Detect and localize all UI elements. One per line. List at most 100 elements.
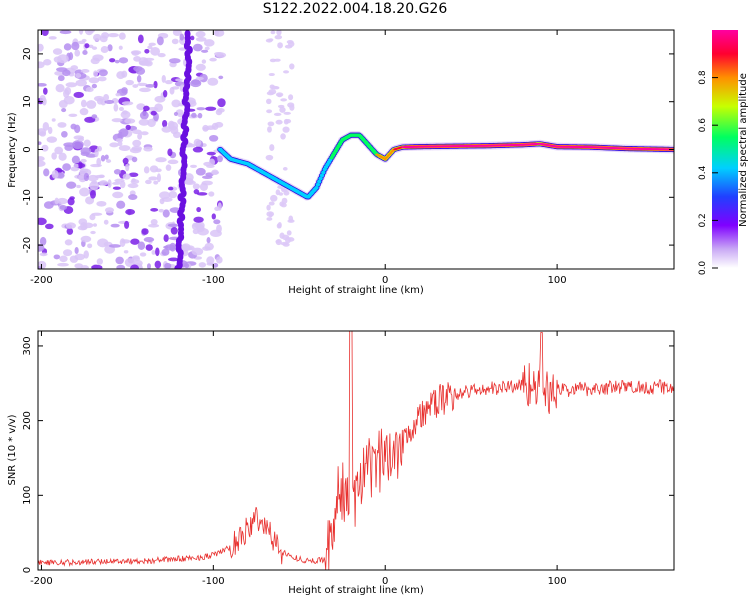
noise-speck bbox=[137, 82, 148, 87]
noise-speck bbox=[118, 57, 129, 64]
noise-speck bbox=[56, 67, 68, 72]
noise-speck bbox=[148, 42, 156, 47]
noise-speck bbox=[135, 67, 146, 75]
noise-speck bbox=[161, 248, 170, 256]
noise-speck bbox=[63, 96, 75, 105]
noise-speck bbox=[90, 163, 102, 168]
noise-speck bbox=[43, 87, 48, 95]
noise-speck bbox=[187, 143, 196, 148]
noise-speck bbox=[280, 133, 286, 140]
noise-speck bbox=[288, 94, 294, 101]
noise-speck bbox=[43, 201, 54, 209]
noise-speck bbox=[266, 204, 271, 211]
noise-speck bbox=[111, 118, 123, 123]
noise-speck bbox=[38, 160, 46, 167]
noise-speck bbox=[84, 43, 90, 49]
noise-speck bbox=[195, 36, 207, 42]
noise-speck bbox=[57, 122, 67, 128]
ridge-mid bbox=[321, 170, 326, 175]
noise-speck bbox=[91, 114, 98, 119]
noise-speck bbox=[218, 75, 224, 80]
noise-speck bbox=[143, 146, 153, 152]
noise-speck bbox=[47, 126, 53, 135]
chart-title: S122.2022.004.18.20.G26 bbox=[262, 1, 448, 17]
noise-speck bbox=[214, 30, 220, 37]
noise-speck bbox=[146, 263, 151, 269]
noise-speck bbox=[207, 77, 219, 86]
noise-speck bbox=[62, 163, 71, 171]
noise-speck bbox=[92, 223, 97, 227]
noise-speck bbox=[196, 224, 205, 233]
noise-speck bbox=[137, 241, 146, 250]
noise-speck bbox=[63, 43, 72, 51]
noise-speck bbox=[118, 106, 124, 111]
noise-speck bbox=[167, 186, 174, 191]
noise-speck bbox=[143, 237, 155, 243]
noise-speck bbox=[78, 30, 84, 35]
noise-speck bbox=[53, 254, 61, 260]
noise-speck bbox=[90, 230, 96, 235]
noise-speck bbox=[46, 136, 58, 143]
noise-speck bbox=[137, 132, 143, 140]
noise-speck bbox=[54, 146, 64, 155]
noise-speck bbox=[87, 243, 93, 249]
spectrogram-xtick-label: 0 bbox=[382, 275, 388, 286]
noise-speck bbox=[97, 76, 107, 82]
noise-speck bbox=[191, 112, 197, 118]
noise-speck bbox=[38, 141, 42, 145]
ridge-core bbox=[387, 153, 391, 156]
noise-speck bbox=[204, 242, 214, 251]
noise-speck bbox=[196, 206, 202, 213]
noise-speck bbox=[171, 38, 179, 45]
noise-speck bbox=[208, 158, 216, 166]
noise-speck bbox=[41, 144, 49, 152]
noise-speck bbox=[56, 197, 68, 205]
noise-speck bbox=[86, 100, 97, 109]
noise-speck bbox=[128, 194, 138, 201]
noise-speck bbox=[287, 102, 295, 108]
noise-speck bbox=[192, 183, 200, 190]
noise-speck bbox=[179, 33, 185, 41]
noise-speck bbox=[87, 174, 99, 182]
noise-speck bbox=[163, 234, 169, 243]
noise-speck bbox=[148, 223, 160, 228]
noise-speck bbox=[51, 118, 56, 122]
noise-speck bbox=[74, 124, 81, 134]
noise-speck bbox=[172, 30, 182, 37]
noise-speck bbox=[265, 154, 274, 161]
noise-speck bbox=[85, 196, 95, 205]
noise-speck bbox=[124, 258, 135, 267]
noise-speck bbox=[140, 131, 149, 136]
noise-speck bbox=[38, 83, 47, 87]
noise-speck bbox=[175, 78, 183, 82]
noise-speck bbox=[138, 118, 150, 126]
noise-speck bbox=[131, 256, 141, 262]
noise-speck bbox=[71, 41, 80, 51]
noise-speck bbox=[193, 216, 204, 223]
noise-speck bbox=[173, 111, 179, 116]
noise-speck bbox=[42, 122, 50, 131]
noise-speck bbox=[75, 79, 87, 87]
noise-speck bbox=[91, 83, 97, 89]
noise-speck bbox=[75, 73, 82, 79]
noise-speck bbox=[58, 152, 67, 161]
noise-speck bbox=[51, 152, 57, 160]
noise-speck bbox=[59, 205, 68, 210]
noise-speck bbox=[119, 238, 126, 247]
noise-speck bbox=[275, 119, 283, 125]
noise-speck bbox=[167, 223, 179, 228]
noise-speck bbox=[196, 192, 208, 196]
noise-speck bbox=[282, 126, 290, 133]
noise-speck bbox=[130, 179, 140, 184]
noise-speck bbox=[124, 220, 130, 229]
noise-speck bbox=[110, 223, 120, 228]
noise-speck bbox=[216, 224, 222, 233]
noise-speck bbox=[89, 190, 96, 199]
noise-speck bbox=[83, 139, 91, 147]
noise-speck bbox=[217, 202, 222, 211]
noise-speck bbox=[77, 40, 86, 45]
noise-speck bbox=[285, 118, 292, 124]
noise-speck bbox=[73, 91, 84, 98]
noise-speck bbox=[196, 107, 206, 111]
noise-speck bbox=[69, 196, 75, 200]
